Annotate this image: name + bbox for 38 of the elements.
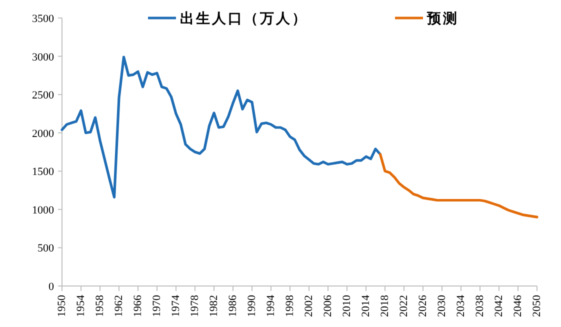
x-tick-label: 1990 bbox=[246, 294, 258, 317]
x-tick-label: 1978 bbox=[189, 294, 201, 317]
x-tick-label: 1954 bbox=[75, 294, 87, 317]
line-series bbox=[60, 56, 382, 198]
legend-label: 预测 bbox=[426, 11, 459, 27]
x-tick-label: 1970 bbox=[151, 294, 163, 317]
x-tick-label: 2030 bbox=[436, 294, 448, 317]
y-tick-label: 3000 bbox=[32, 51, 54, 64]
x-tick-label: 1994 bbox=[265, 294, 277, 317]
x-tick-label: 1974 bbox=[170, 294, 182, 317]
x-tick-label: 2042 bbox=[493, 295, 505, 317]
x-tick-label: 2010 bbox=[341, 294, 353, 317]
x-tick-label: 1986 bbox=[227, 294, 239, 317]
x-tick-label: 1950 bbox=[56, 294, 68, 317]
y-tick-label: 1000 bbox=[32, 204, 54, 216]
x-tick-label: 1998 bbox=[284, 294, 296, 317]
y-tick-label: 0 bbox=[48, 281, 54, 293]
x-tick-label: 1958 bbox=[94, 294, 106, 317]
y-tick-label: 1500 bbox=[32, 166, 54, 178]
y-tick-label: 2500 bbox=[32, 90, 54, 102]
x-tick-label: 2050 bbox=[531, 294, 543, 317]
y-tick-label: 2000 bbox=[32, 128, 54, 140]
legend-label: 出生人口（万人） bbox=[180, 11, 308, 27]
line-series bbox=[378, 153, 538, 218]
x-tick-label: 2034 bbox=[455, 294, 467, 317]
x-tick-label: 2046 bbox=[512, 294, 524, 317]
x-tick-label: 2022 bbox=[398, 295, 410, 317]
x-tick-label: 2026 bbox=[417, 294, 429, 317]
x-tick-label: 1982 bbox=[208, 295, 220, 317]
y-tick-label: 3500 bbox=[32, 13, 54, 25]
y-tick-label: 500 bbox=[38, 242, 54, 255]
x-tick-label: 2038 bbox=[474, 294, 486, 317]
x-tick-label: 2002 bbox=[303, 295, 315, 317]
x-tick-label: 2014 bbox=[360, 294, 372, 317]
x-tick-label: 1966 bbox=[132, 294, 144, 317]
x-tick-label: 2006 bbox=[322, 294, 334, 317]
x-tick-label: 2018 bbox=[379, 294, 391, 317]
x-tick-label: 1962 bbox=[113, 295, 125, 317]
